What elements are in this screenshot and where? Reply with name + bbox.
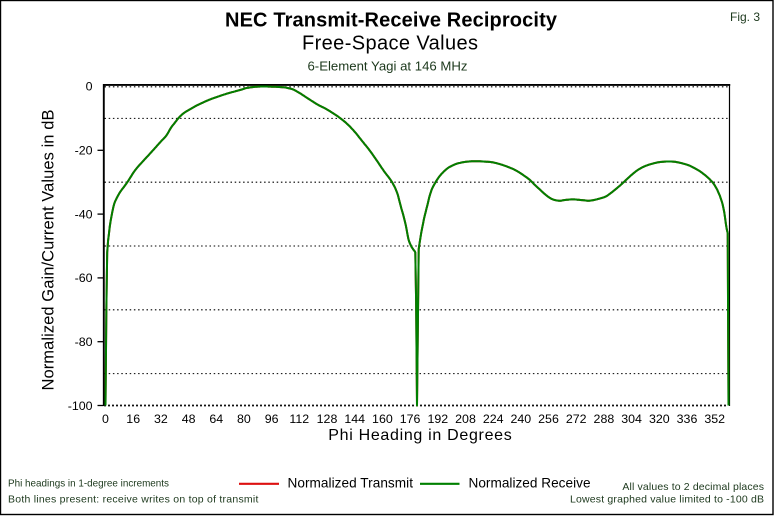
svg-text:192: 192: [427, 412, 448, 426]
svg-text:6-Element Yagi at 146 MHz: 6-Element Yagi at 146 MHz: [307, 58, 467, 73]
svg-text:128: 128: [317, 412, 338, 426]
svg-text:352: 352: [704, 412, 725, 426]
svg-text:144: 144: [344, 412, 365, 426]
svg-text:288: 288: [594, 412, 615, 426]
svg-text:96: 96: [265, 412, 279, 426]
svg-text:Normalized Gain/Current Values: Normalized Gain/Current Values in dB: [40, 110, 58, 391]
svg-text:Lowest graphed value limited t: Lowest graphed value limited to -100 dB: [570, 493, 764, 505]
svg-text:Normalized Receive: Normalized Receive: [469, 476, 591, 491]
svg-text:0: 0: [86, 80, 93, 94]
svg-text:176: 176: [400, 412, 421, 426]
svg-text:-100: -100: [68, 399, 93, 413]
svg-text:All values to 2 decimal places: All values to 2 decimal places: [622, 481, 764, 493]
svg-text:256: 256: [538, 412, 559, 426]
svg-text:160: 160: [372, 412, 393, 426]
svg-text:-60: -60: [75, 271, 93, 285]
svg-text:Normalized Transmit: Normalized Transmit: [288, 476, 414, 491]
svg-text:48: 48: [182, 412, 196, 426]
svg-text:224: 224: [483, 412, 504, 426]
svg-text:-80: -80: [75, 335, 93, 349]
svg-text:Fig. 3: Fig. 3: [730, 10, 760, 24]
svg-text:64: 64: [209, 412, 223, 426]
svg-text:112: 112: [289, 412, 309, 426]
svg-text:240: 240: [510, 412, 531, 426]
svg-text:32: 32: [154, 412, 168, 426]
svg-text:272: 272: [566, 412, 587, 426]
svg-text:80: 80: [237, 412, 251, 426]
svg-text:Phi headings in 1-degree incre: Phi headings in 1-degree increments: [8, 478, 169, 490]
svg-text:-20: -20: [75, 144, 93, 158]
svg-text:208: 208: [455, 412, 476, 426]
svg-text:320: 320: [649, 412, 670, 426]
svg-text:304: 304: [621, 412, 642, 426]
svg-text:336: 336: [677, 412, 698, 426]
svg-text:NEC Transmit-Receive Reciproci: NEC Transmit-Receive Reciprocity: [225, 10, 558, 32]
svg-text:Phi Heading in Degrees: Phi Heading in Degrees: [328, 427, 512, 444]
svg-text:0: 0: [102, 412, 109, 426]
svg-text:Both lines present: receive wr: Both lines present: receive writes on to…: [8, 494, 258, 506]
svg-text:Free-Space Values: Free-Space Values: [302, 32, 478, 54]
svg-text:-40: -40: [75, 207, 93, 221]
svg-text:16: 16: [126, 412, 140, 426]
